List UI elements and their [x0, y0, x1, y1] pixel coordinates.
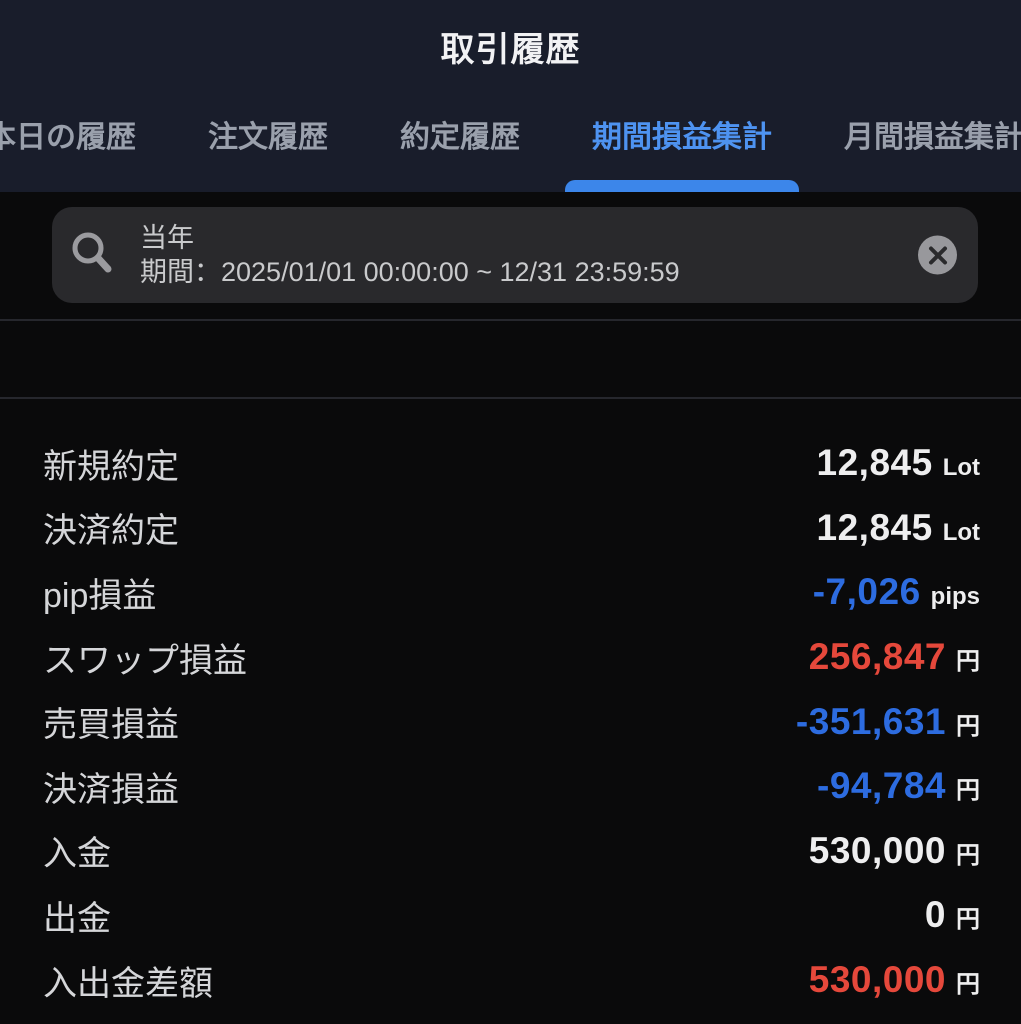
row-value: 0 [924, 894, 946, 936]
row-label: 決済損益 [43, 770, 179, 809]
row-unit: 円 [956, 906, 980, 934]
active-tab-indicator [565, 180, 799, 192]
row-value: 12,845 [816, 506, 933, 548]
tab-label: 注文履歴 [208, 121, 328, 154]
tab-label: 約定履歴 [400, 121, 520, 154]
row-value: -94,784 [817, 765, 946, 807]
row-label: 出金 [43, 899, 111, 938]
tab[interactable]: 約定履歴 [400, 112, 520, 192]
tab-bar: 本日の履歴 注文履歴 約定履歴 期間損益集計 月間損益集計 [0, 112, 1021, 192]
row-value: -351,631 [795, 700, 946, 742]
summary-row: 決済約定 12,845 Lot [0, 496, 1021, 561]
row-unit: Lot [942, 518, 980, 546]
row-label: 入金 [43, 835, 111, 874]
period-filter-field[interactable]: 当年 期間：2025/01/01 00:00:00 ~ 12/31 23:59:… [52, 207, 978, 303]
row-value: 530,000 [808, 959, 946, 1001]
summary-row: スワップ損益 256,847 円 [0, 625, 1021, 690]
row-unit: pips [930, 583, 980, 611]
row-value-group: 12,845 Lot [817, 442, 980, 484]
summary-row: 入出金差額 530,000 円 [0, 948, 1021, 1013]
divider [0, 397, 1021, 399]
row-value: 530,000 [808, 829, 946, 871]
row-label: 入出金差額 [43, 964, 213, 1003]
tab[interactable]: 注文履歴 [208, 112, 328, 192]
summary-row: 入金 530,000 円 [0, 819, 1021, 884]
row-unit: Lot [942, 454, 980, 482]
row-unit: 円 [956, 841, 980, 869]
row-label: 決済約定 [43, 512, 179, 551]
row-label: 売買損益 [43, 706, 179, 745]
filter-text: 当年 期間：2025/01/01 00:00:00 ~ 12/31 23:59:… [140, 221, 680, 289]
clear-filter-button[interactable] [918, 235, 957, 275]
tab[interactable]: 期間損益集計 [565, 112, 799, 192]
row-value-group: -351,631 円 [796, 701, 980, 743]
row-value-group: -7,026 pips [813, 571, 980, 613]
row-value: 256,847 [808, 636, 946, 678]
filter-period-label: 期間：2025/01/01 00:00:00 ~ 12/31 23:59:59 [140, 257, 680, 287]
row-value-group: -94,784 円 [817, 765, 980, 807]
row-label: pip損益 [43, 576, 157, 615]
app-header: 取引履歴 本日の履歴 注文履歴 約定履歴 期間損益集計 月間損益集計 [0, 0, 1021, 192]
page-title: 取引履歴 [440, 31, 581, 69]
summary-row: 売買損益 -351,631 円 [0, 689, 1021, 754]
tab[interactable]: 本日の履歴 [0, 112, 136, 192]
row-label: スワップ損益 [43, 641, 247, 680]
row-label: 新規約定 [43, 447, 179, 486]
row-unit: 円 [956, 971, 980, 999]
tab-label: 月間損益集計 [844, 121, 1021, 154]
row-value-group: 0 円 [925, 894, 980, 936]
search-icon [69, 230, 115, 281]
tab-label: 期間損益集計 [592, 121, 772, 154]
tab-label: 本日の履歴 [0, 121, 136, 154]
row-value: 12,845 [816, 442, 933, 484]
row-value: -7,026 [812, 571, 921, 613]
row-value-group: 12,845 Lot [817, 507, 980, 549]
summary-row: 決済損益 -94,784 円 [0, 754, 1021, 819]
filter-preset-label: 当年 [140, 223, 194, 253]
tab[interactable]: 月間損益集計 [844, 112, 1021, 192]
close-icon [927, 244, 949, 266]
summary-row: 出金 0 円 [0, 883, 1021, 948]
summary-list: 新規約定 12,845 Lot 決済約定 12,845 Lot pip損益 -7… [0, 399, 1021, 1012]
row-value-group: 530,000 円 [809, 959, 980, 1001]
row-value-group: 530,000 円 [809, 830, 980, 872]
divider [0, 319, 1021, 321]
row-value-group: 256,847 円 [809, 636, 980, 678]
summary-row: 新規約定 12,845 Lot [0, 431, 1021, 496]
row-unit: 円 [956, 777, 980, 805]
summary-row: pip損益 -7,026 pips [0, 560, 1021, 625]
row-unit: 円 [956, 712, 980, 740]
row-unit: 円 [956, 648, 980, 676]
